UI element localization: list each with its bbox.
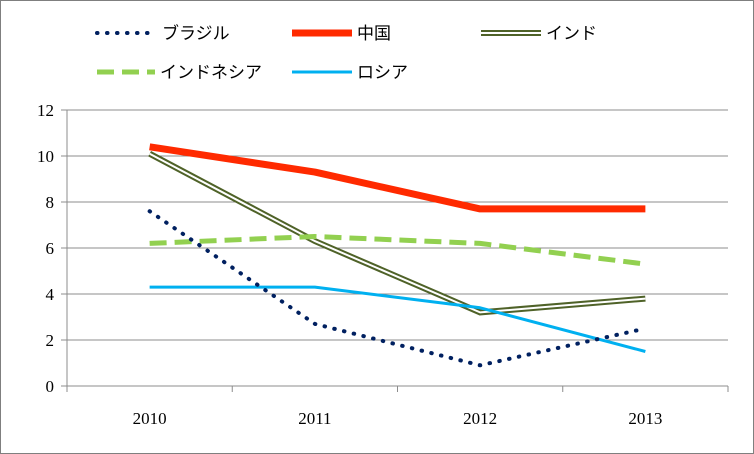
legend-label-russia: ロシア bbox=[357, 63, 408, 83]
point-india-2013 bbox=[643, 297, 647, 301]
x-tick-label-2013: 2013 bbox=[628, 409, 662, 428]
y-tick-label-10: 10 bbox=[37, 147, 54, 166]
legend-item-russia: ロシア bbox=[292, 63, 408, 83]
y-tick-label-8: 8 bbox=[46, 193, 55, 212]
point-indonesia-2013 bbox=[643, 262, 647, 266]
legend-item-china: 中国 bbox=[292, 24, 391, 44]
series-line-indonesia bbox=[149, 234, 646, 267]
series-line-brazil bbox=[147, 209, 648, 368]
point-brazil-2011 bbox=[313, 322, 317, 326]
y-tick-label-2: 2 bbox=[46, 331, 55, 350]
point-russia-2013 bbox=[643, 350, 647, 354]
x-tick-label-2010: 2010 bbox=[133, 409, 167, 428]
point-brazil-2012 bbox=[478, 363, 482, 367]
point-china-2012 bbox=[478, 207, 482, 211]
y-tick-label-0: 0 bbox=[46, 377, 55, 396]
point-indonesia-2010 bbox=[148, 241, 152, 245]
point-russia-2010 bbox=[148, 285, 152, 289]
point-china-2010 bbox=[148, 145, 152, 149]
point-indonesia-2012 bbox=[478, 241, 482, 245]
point-india-2010 bbox=[148, 152, 152, 156]
series-lines bbox=[147, 143, 648, 368]
series-line-russia bbox=[149, 285, 646, 353]
point-russia-2012 bbox=[478, 306, 482, 310]
series-line-india-inner bbox=[149, 152, 646, 314]
legend-label-china: 中国 bbox=[357, 24, 391, 44]
legend-label-brazil: ブラジル bbox=[162, 23, 230, 44]
series-line-china bbox=[149, 143, 646, 213]
gridlines bbox=[67, 109, 728, 341]
point-russia-2011 bbox=[313, 285, 317, 289]
point-brazil-2013 bbox=[643, 327, 647, 331]
point-china-2011 bbox=[313, 170, 317, 174]
axes: 0 2 4 6 8 10 12 2010 2011 2012 2013 bbox=[37, 101, 729, 428]
point-india-2012 bbox=[478, 310, 482, 314]
legend-item-brazil: ブラジル bbox=[95, 23, 230, 44]
x-tick-label-2011: 2011 bbox=[298, 409, 331, 428]
y-tick-label-6: 6 bbox=[46, 239, 55, 258]
series-line-india bbox=[148, 151, 646, 316]
y-tick-label-4: 4 bbox=[46, 285, 55, 304]
point-india-2011 bbox=[313, 239, 317, 243]
legend-item-india: インド bbox=[481, 24, 597, 44]
point-china-2013 bbox=[643, 207, 647, 211]
y-tick-label-12: 12 bbox=[37, 101, 54, 120]
point-indonesia-2011 bbox=[313, 235, 317, 239]
x-tick-label-2012: 2012 bbox=[463, 409, 497, 428]
point-brazil-2010 bbox=[148, 209, 152, 213]
legend-label-indonesia: インドネシア bbox=[160, 63, 262, 83]
legend-label-india: インド bbox=[546, 24, 597, 44]
legend-item-indonesia: インドネシア bbox=[97, 63, 262, 83]
